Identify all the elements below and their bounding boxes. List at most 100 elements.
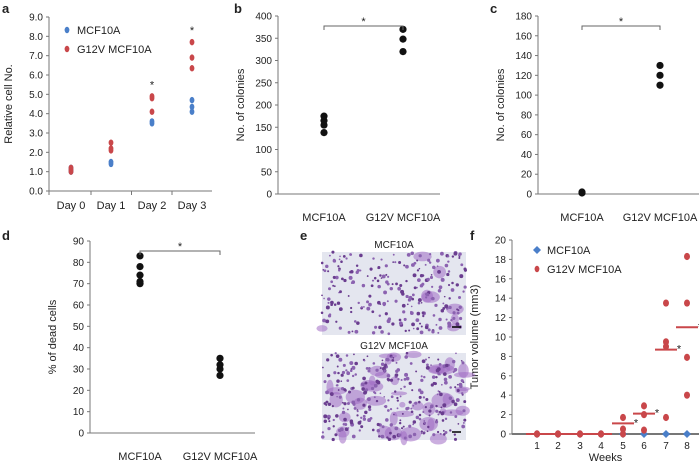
cell — [332, 258, 336, 262]
cell — [374, 325, 378, 329]
data-point-1 — [663, 413, 669, 422]
cell — [394, 299, 398, 303]
cell — [405, 376, 410, 381]
y-tick-label: 14 — [495, 294, 507, 305]
y-tick-label: 80 — [521, 110, 533, 121]
cell-cluster — [441, 409, 464, 417]
cell — [404, 372, 409, 377]
cell — [379, 392, 382, 395]
cell — [323, 297, 325, 300]
cell — [458, 257, 461, 260]
cell — [336, 384, 339, 387]
cell — [399, 284, 403, 288]
cell — [440, 277, 445, 282]
cell — [323, 269, 327, 273]
data-point-1 — [641, 426, 647, 434]
y-axis-label: % of dead cells — [47, 299, 59, 374]
cell — [429, 275, 434, 280]
x-tick-label: MCF10A — [560, 212, 604, 224]
cell — [325, 305, 330, 310]
cell — [410, 407, 413, 410]
cell — [351, 374, 355, 378]
cell — [408, 381, 412, 385]
cell — [450, 319, 453, 322]
data-point-1 — [189, 54, 195, 61]
cell — [323, 380, 327, 384]
cell — [384, 312, 388, 316]
cell — [337, 371, 340, 375]
cell — [440, 251, 444, 256]
significance-bracket — [323, 25, 404, 30]
cell-cluster — [458, 363, 469, 378]
cell-cluster — [442, 393, 452, 405]
cell — [460, 263, 464, 267]
cell — [346, 402, 350, 405]
cell — [326, 374, 331, 378]
legend-label: MCF10A — [77, 25, 121, 37]
cell — [387, 399, 390, 402]
data-point-0 — [189, 96, 195, 104]
data-point — [216, 371, 224, 379]
cell — [321, 366, 324, 369]
data-point-1 — [189, 38, 195, 46]
cell — [347, 330, 351, 334]
cell — [421, 282, 425, 286]
cell — [335, 414, 339, 418]
cell — [392, 253, 395, 256]
cell — [325, 264, 329, 269]
cell — [422, 410, 425, 413]
cell — [328, 313, 332, 316]
cell — [435, 375, 438, 379]
cell — [327, 297, 331, 301]
cell — [354, 361, 358, 366]
y-tick-label: 8 — [500, 352, 506, 363]
data-point — [656, 81, 664, 89]
cell — [444, 304, 449, 309]
cell — [331, 404, 334, 408]
cell — [448, 297, 451, 300]
data-point-1 — [108, 139, 114, 146]
cell — [349, 419, 354, 423]
cell — [329, 254, 331, 257]
y-tick-label: 60 — [73, 301, 85, 312]
cell — [420, 430, 423, 433]
y-tick-label: 7.0 — [29, 51, 43, 62]
y-tick-label: 30 — [73, 365, 85, 376]
cell — [394, 390, 397, 393]
cell — [320, 261, 324, 265]
cell — [341, 277, 344, 281]
cell — [360, 416, 363, 419]
cell — [346, 379, 350, 382]
cell — [405, 279, 408, 283]
data-point — [399, 35, 407, 43]
cell — [461, 361, 465, 365]
cell — [438, 326, 443, 330]
cell — [343, 388, 347, 392]
cell — [426, 363, 429, 367]
y-tick-label: 90 — [73, 237, 85, 248]
cell — [383, 290, 388, 295]
cell — [333, 285, 336, 288]
cell — [449, 386, 452, 389]
data-point-1 — [620, 413, 626, 422]
significance-star: * — [150, 79, 155, 91]
cell — [391, 322, 395, 326]
cell — [397, 378, 400, 381]
cell — [341, 370, 346, 375]
data-point-0 — [189, 108, 195, 115]
cell — [458, 295, 462, 299]
cell — [416, 327, 420, 331]
cell — [386, 300, 389, 303]
cell — [372, 257, 375, 260]
cell — [385, 418, 389, 422]
y-tick-label: 140 — [515, 51, 532, 62]
y-tick-label: 20 — [495, 236, 507, 247]
cell-cluster — [338, 430, 347, 444]
y-tick-label: 0.0 — [29, 187, 43, 198]
cell — [440, 406, 443, 409]
data-point — [320, 128, 328, 137]
cell — [416, 259, 419, 262]
y-tick-label: 120 — [515, 71, 532, 82]
cell — [400, 289, 405, 294]
